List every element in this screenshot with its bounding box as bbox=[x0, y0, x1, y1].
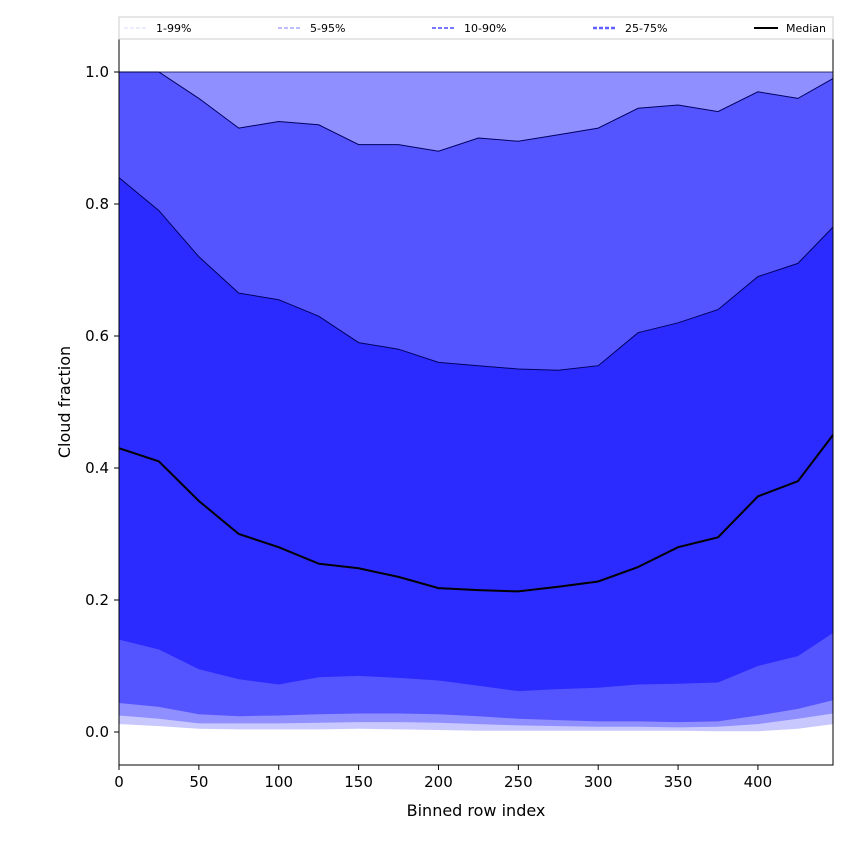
band-edges bbox=[118, 71, 834, 371]
median-line bbox=[118, 434, 834, 593]
x-tick-label: 200 bbox=[424, 773, 453, 791]
y-tick-label: 0.0 bbox=[85, 723, 109, 741]
x-tick-label: 150 bbox=[344, 773, 373, 791]
y-tick-label: 0.6 bbox=[85, 327, 109, 345]
x-tick-label: 100 bbox=[264, 773, 293, 791]
x-axis: 0 50 100 150 200 250 300 350 400 bbox=[114, 765, 772, 791]
band-upper-edge bbox=[119, 71, 834, 152]
band-upper-edge bbox=[118, 177, 834, 371]
y-tick-label: 0.2 bbox=[85, 591, 109, 609]
legend: 1-99% 5-95% 10-90% 25-75% Median bbox=[118, 16, 834, 40]
x-tick-label: 300 bbox=[584, 773, 613, 791]
percentile-bands bbox=[119, 72, 833, 732]
y-axis-label: Cloud fraction bbox=[55, 346, 74, 458]
legend-box bbox=[118, 16, 834, 40]
x-axis-label: Binned row index bbox=[407, 801, 546, 820]
y-tick-label: 0.4 bbox=[85, 459, 109, 477]
x-tick-label: 400 bbox=[744, 773, 773, 791]
legend-label: 1-99% bbox=[156, 22, 191, 35]
y-tick-label: 1.0 bbox=[85, 63, 109, 81]
y-tick-label: 0.8 bbox=[85, 195, 109, 213]
y-axis: 0.0 0.2 0.4 0.6 0.8 1.0 bbox=[85, 63, 119, 741]
x-tick-label: 350 bbox=[664, 773, 693, 791]
x-tick-label: 50 bbox=[189, 773, 208, 791]
x-tick-label: 250 bbox=[504, 773, 533, 791]
legend-label: 25-75% bbox=[625, 22, 667, 35]
x-tick-label: 0 bbox=[114, 773, 124, 791]
legend-label: Median bbox=[786, 22, 826, 35]
legend-label: 10-90% bbox=[464, 22, 506, 35]
band-25-75-area bbox=[119, 177, 833, 692]
legend-label: 5-95% bbox=[310, 22, 345, 35]
